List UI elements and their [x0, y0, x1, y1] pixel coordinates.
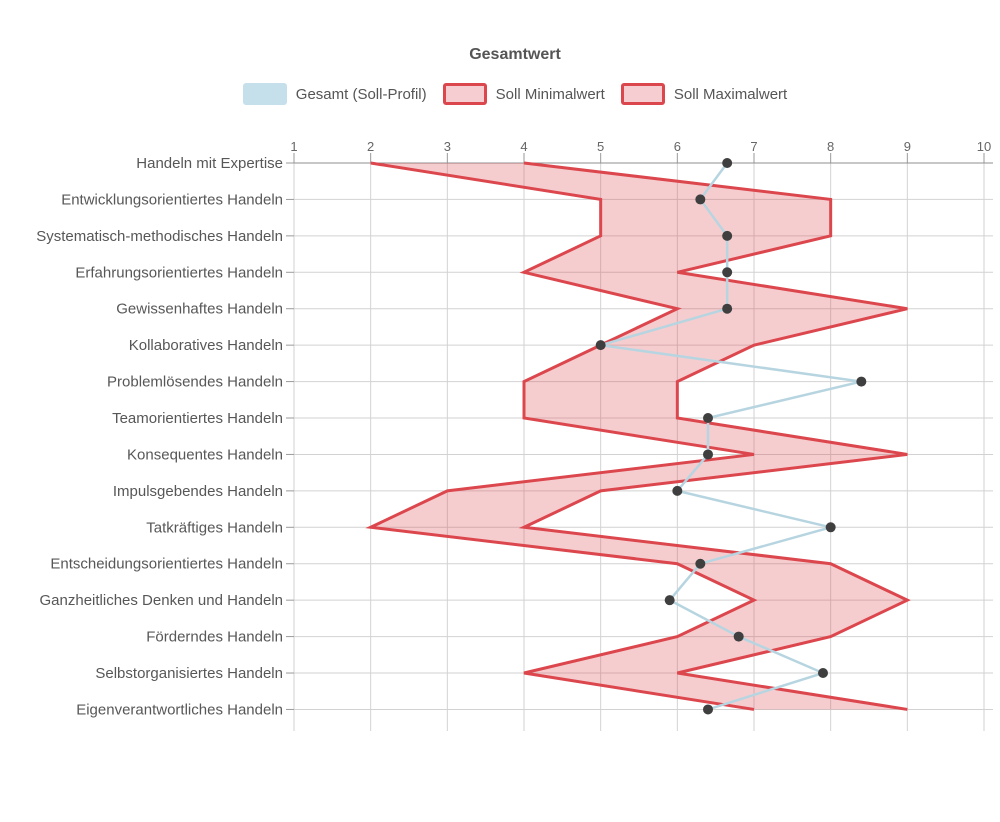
data-point[interactable]	[722, 303, 733, 314]
legend: Gesamt (Soll-Profil) Soll Minimalwert So…	[32, 83, 998, 105]
data-point[interactable]	[856, 376, 867, 387]
x-axis-label: 6	[674, 139, 681, 154]
data-point[interactable]	[595, 340, 606, 351]
data-point[interactable]	[825, 522, 836, 533]
soll-min-line	[365, 161, 758, 711]
category-label: Eigenverantwortliches Handeln	[76, 701, 283, 718]
category-label: Ganzheitliches Denken und Handeln	[40, 592, 284, 609]
legend-swatch-gesamt	[242, 83, 287, 105]
legend-swatch-soll-maximalwert	[620, 83, 665, 105]
data-point[interactable]	[703, 449, 713, 460]
category-label: Systematisch-methodisches Handeln	[36, 228, 283, 245]
x-axis-label: 3	[444, 139, 451, 154]
legend-item-soll-maximalwert[interactable]: Soll Maximalwert	[620, 83, 788, 105]
legend-swatch-soll-minimalwert	[442, 83, 487, 105]
data-point[interactable]	[703, 704, 713, 715]
data-point[interactable]	[703, 413, 713, 424]
category-label: Tatkräftiges Handeln	[146, 519, 283, 536]
category-label: Selbstorganisiertes Handeln	[95, 665, 283, 682]
data-point[interactable]	[722, 158, 733, 168]
x-axis-label: 7	[750, 139, 757, 154]
data-point[interactable]	[695, 558, 706, 569]
legend-label-soll-maximalwert: Soll Maximalwert	[673, 85, 788, 103]
category-label: Problemlösendes Handeln	[107, 374, 283, 391]
data-point[interactable]	[818, 668, 828, 679]
category-label: Gewissenhaftes Handeln	[116, 301, 283, 318]
category-label: Handeln mit Expertise	[136, 155, 283, 172]
legend-label-soll-minimalwert: Soll Minimalwert	[495, 85, 605, 103]
x-axis-label: 8	[827, 139, 834, 154]
data-point[interactable]	[722, 267, 733, 278]
category-label: Impulsgebendes Handeln	[113, 483, 283, 500]
data-point[interactable]	[695, 194, 706, 205]
x-axis-label: 2	[367, 139, 374, 154]
category-label: Erfahrungsorientiertes Handeln	[75, 264, 283, 281]
soll-max-line	[518, 161, 911, 711]
data-point[interactable]	[664, 595, 675, 606]
legend-item-soll-minimalwert[interactable]: Soll Minimalwert	[442, 83, 605, 105]
x-axis-label: 5	[597, 139, 604, 154]
category-label: Förderndes Handeln	[146, 629, 283, 646]
legend-item-gesamt[interactable]: Gesamt (Soll-Profil)	[242, 83, 427, 105]
category-label: Konsequentes Handeln	[127, 446, 283, 463]
chart-title: Gesamtwert	[469, 46, 561, 63]
legend-label-gesamt: Gesamt (Soll-Profil)	[295, 85, 427, 103]
data-point[interactable]	[672, 485, 683, 496]
gesamt-line	[600, 162, 862, 711]
category-label: Entscheidungsorientiertes Handeln	[50, 556, 283, 573]
category-label: Kollaboratives Handeln	[129, 337, 283, 354]
x-axis-label: 4	[520, 139, 527, 154]
x-axis-label: 1	[290, 139, 297, 154]
data-point[interactable]	[733, 631, 744, 642]
category-label: Entwicklungsorientiertes Handeln	[61, 191, 283, 208]
x-axis-label: 9	[904, 139, 911, 154]
category-label: Teamorientiertes Handeln	[112, 410, 283, 427]
data-point[interactable]	[722, 230, 733, 241]
x-axis-label: 10	[977, 139, 991, 154]
